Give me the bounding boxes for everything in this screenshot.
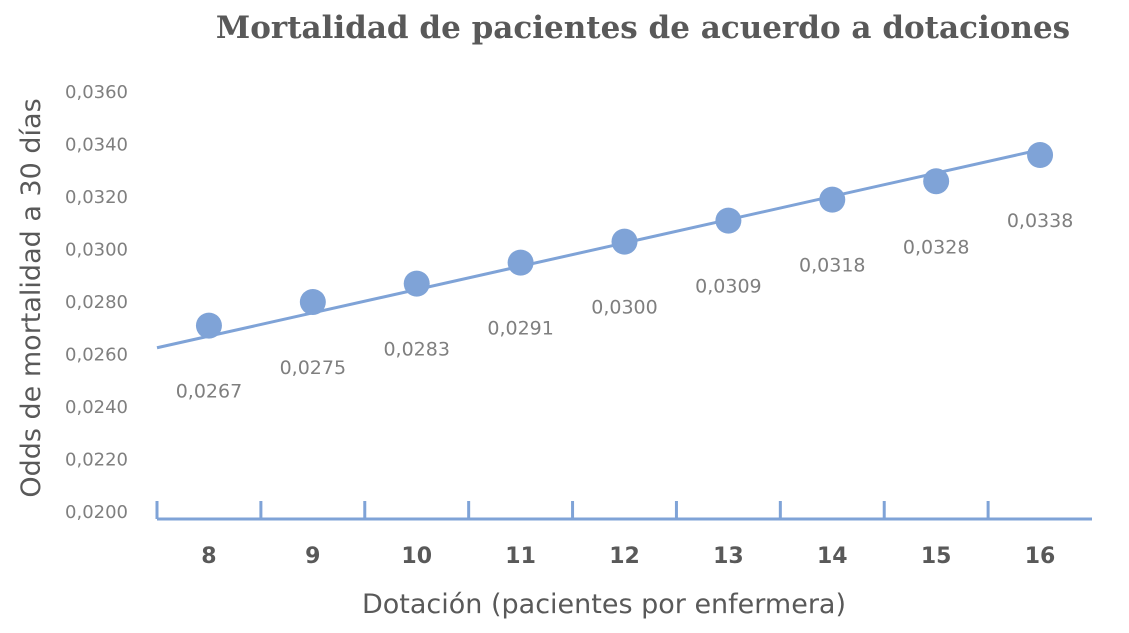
x-tick-label: 11 [505,544,536,569]
x-tick-label: 14 [817,544,848,569]
x-tick-label: 15 [921,544,952,569]
data-point [507,249,534,276]
data-point [611,228,638,255]
data-label: 0,0338 [1007,210,1073,232]
data-labels: 0,0267 0,0275 0,0283 0,0291 0,0300 0,0309 0,03… [176,210,1074,403]
data-label: 0,0328 [903,236,969,258]
x-tick-label: 13 [713,544,744,569]
data-point [403,270,430,297]
y-tick-label: 0,0260 [65,345,128,366]
x-tick-labels: 8 9 10 11 12 13 14 15 16 [201,544,1055,569]
x-tick-label: 16 [1025,544,1056,569]
chart-title: Mortalidad de pacientes de acuerdo a dot… [216,10,1070,46]
y-tick-label: 0,0240 [65,397,128,418]
y-tick-label: 0,0280 [65,292,128,313]
x-tick-label: 10 [401,544,432,569]
y-tick-label: 0,0300 [65,240,128,261]
y-tick-label: 0,0200 [65,502,128,523]
trendline [156,148,1041,350]
y-tick-labels: 0,0200 0,0220 0,0240 0,0260 0,0280 0,0300 0,03… [65,82,128,523]
x-tick-label: 9 [305,544,320,569]
y-tick-label: 0,0220 [65,450,128,471]
data-label: 0,0318 [799,255,865,277]
y-axis-title: Odds de mortalidad a 30 días [16,98,47,497]
data-label: 0,0267 [176,381,242,403]
series-points [195,142,1054,339]
y-tick-label: 0,0320 [65,187,128,208]
trendline-line [156,148,1041,350]
y-tick-label: 0,0360 [65,82,128,103]
data-point [299,289,326,315]
data-point [923,168,950,195]
x-axis [155,501,1092,521]
data-point [1027,142,1054,168]
data-label: 0,0275 [280,357,346,379]
x-tick-label: 8 [201,544,216,569]
data-point [715,207,742,234]
x-tick-label: 12 [609,544,640,569]
data-label: 0,0283 [383,339,449,361]
data-label: 0,0291 [487,318,553,340]
data-label: 0,0300 [591,297,657,319]
y-tick-label: 0,0340 [65,135,128,156]
data-label: 0,0309 [695,276,761,298]
x-axis-title: Dotación (pacientes por enfermera) [362,589,846,620]
data-point [195,312,222,339]
data-point [819,186,846,213]
